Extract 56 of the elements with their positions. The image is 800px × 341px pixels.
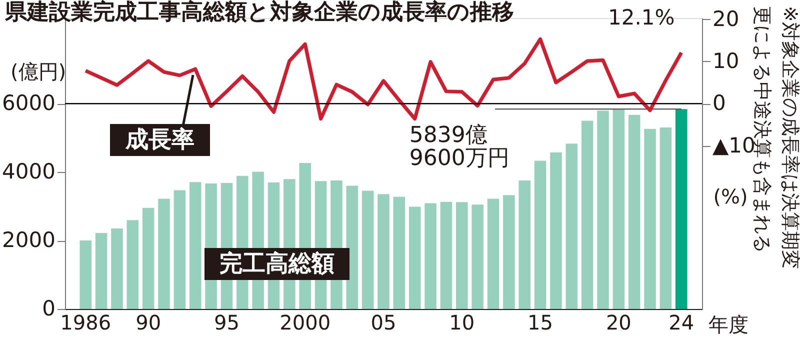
line-series (84, 37, 684, 121)
series-label: 成長率 (124, 126, 194, 153)
bar (189, 182, 202, 309)
y2-axis-title: (%) (713, 184, 748, 208)
bar (487, 198, 500, 309)
bar (142, 208, 154, 309)
chart-title: 県建設業完成工事高総額と対象企業の成長率の推移 (4, 0, 514, 25)
bar (566, 144, 578, 309)
bar (440, 202, 452, 309)
bar (597, 110, 609, 309)
data-label: 12.1% (608, 6, 675, 30)
bar (612, 108, 625, 309)
bar (518, 180, 530, 309)
bar (581, 120, 594, 309)
y2-tick-label: ▲10 (712, 133, 756, 158)
y-tick-label: 2000 (2, 228, 56, 252)
bar (393, 196, 406, 309)
bar (456, 202, 468, 309)
x-tick-label: 20 (606, 310, 632, 334)
bar (472, 204, 484, 309)
bar (534, 160, 546, 309)
x-tick-label: 24 (668, 310, 694, 334)
bar (362, 190, 374, 309)
bar (676, 109, 688, 309)
x-tick-label: 1986 (60, 310, 112, 334)
y2-tick-label: 10 (712, 48, 740, 73)
series-label: 完工高総額 (220, 250, 334, 277)
bar (126, 220, 139, 309)
x-tick-label: 05 (370, 310, 396, 334)
bar (424, 203, 436, 309)
bar (158, 198, 170, 309)
y-axis-title: (億円) (10, 60, 66, 84)
x-axis-title: 年度 (708, 312, 748, 336)
y2-tick-label: 20 (712, 6, 740, 31)
bar (346, 186, 358, 309)
x-tick-label: 10 (449, 310, 475, 334)
x-tick-label: 15 (528, 310, 554, 334)
x-tick-label: 2000 (280, 310, 331, 334)
annotation: 5839億 9600万円 (409, 123, 510, 172)
bar (80, 240, 92, 309)
bar (644, 128, 656, 309)
bar (550, 152, 562, 309)
bar (503, 195, 515, 309)
y-tick-label: 4000 (2, 160, 56, 184)
bar (660, 128, 672, 309)
y-tick-label: 6000 (2, 91, 56, 116)
y2-tick-label: 0 (712, 91, 726, 116)
bar (378, 194, 390, 309)
y-tick-label: 0 (42, 296, 56, 320)
bar (111, 228, 123, 309)
bar (95, 233, 108, 309)
bar (174, 190, 186, 309)
bar (628, 114, 640, 309)
bar (408, 206, 421, 309)
x-tick-label: 95 (214, 310, 240, 334)
x-tick-label: 90 (136, 310, 162, 334)
